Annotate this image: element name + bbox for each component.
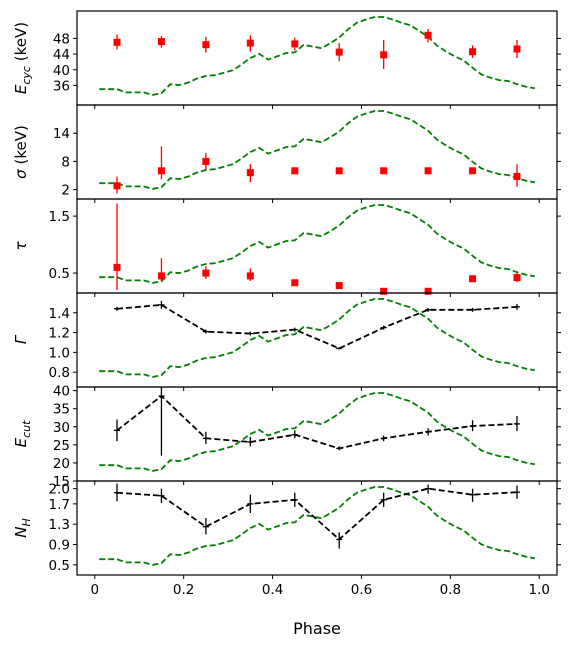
pulse-profile-line — [99, 204, 535, 284]
y-tick-label: 36 — [53, 78, 70, 94]
y-tick-label: 14 — [53, 126, 70, 142]
y-tick-label: 25 — [53, 438, 70, 454]
panel-5: 15 20 25 30 35 40 Ecut — [12, 384, 561, 490]
y-tick-label: 44 — [53, 47, 70, 63]
y-tick-label: 1.0 — [49, 345, 70, 361]
x-tick-label: 0 — [90, 582, 99, 598]
x-tick-label: 0.4 — [262, 582, 283, 598]
data-point — [157, 272, 165, 280]
panel-3: 0.5 1.5 τ — [12, 198, 561, 297]
y-tick-label: 40 — [53, 384, 70, 400]
panel-ylabel: σ (keV) — [12, 125, 30, 179]
panel-4: 0.8 1.0 1.2 1.4 Γ — [12, 292, 561, 391]
data-point — [380, 51, 388, 59]
y-tick-label: 30 — [53, 420, 70, 436]
x-tick-label: 0.8 — [440, 582, 461, 598]
y-tick-label: 40 — [53, 63, 70, 79]
y-tick-label: 2 — [61, 183, 70, 199]
data-point — [246, 39, 254, 47]
data-point — [113, 263, 121, 271]
y-tick-label: 20 — [53, 456, 70, 472]
data-point — [513, 274, 521, 282]
y-tick-label: 1.2 — [49, 326, 70, 342]
panel-frame — [76, 480, 558, 576]
y-tick-label: 0.5 — [49, 558, 70, 574]
data-point — [113, 38, 121, 46]
panel-ylabel: Ecut — [12, 420, 33, 448]
x-tick-label: 1.0 — [528, 582, 549, 598]
y-tick-label: 15 — [53, 474, 70, 490]
panel-frame — [76, 198, 558, 294]
y-tick-label: 8 — [61, 154, 70, 170]
parameter-line — [116, 303, 518, 350]
x-tick-label: 0.2 — [173, 582, 194, 598]
data-point — [246, 169, 254, 177]
x-tick-label: 0.6 — [351, 582, 372, 598]
pulse-profile-line — [99, 392, 535, 472]
panel-ylabel: τ — [12, 241, 30, 251]
data-point — [202, 41, 210, 49]
y-tick-label: 1.4 — [49, 306, 70, 322]
panel-frame — [76, 292, 558, 388]
data-point — [424, 31, 432, 39]
panel-ylabel: NH — [12, 518, 33, 538]
data-point — [469, 275, 477, 283]
panel-6: 0.5 0.9 1.3 1.72.0 NH — [12, 480, 561, 579]
data-point — [380, 287, 388, 295]
panel-frame — [76, 104, 558, 200]
data-point — [246, 272, 254, 280]
panel-frame — [76, 386, 558, 482]
pulse-profile-line — [99, 486, 535, 566]
panel-2: 2 8 14 σ (keV) — [12, 104, 561, 203]
y-tick-label: 35 — [53, 402, 70, 418]
data-point — [380, 167, 388, 175]
data-point — [335, 48, 343, 56]
data-point — [291, 167, 299, 175]
y-tick-label: 1.7 — [49, 497, 70, 513]
data-point — [157, 167, 165, 175]
y-tick-label: 0.5 — [49, 266, 70, 282]
data-point — [335, 167, 343, 175]
panel-ylabel: Γ — [12, 334, 30, 344]
panel-ylabel: Ecyc (keV) — [12, 22, 33, 94]
data-point — [113, 182, 121, 190]
x-axis-label: Phase — [293, 619, 341, 638]
parameter-line — [116, 487, 518, 541]
y-tick-label: 48 — [53, 31, 70, 47]
data-point — [202, 157, 210, 165]
pulse-profile-line — [99, 16, 535, 96]
data-point — [291, 40, 299, 48]
y-tick-label: 2.0 — [49, 482, 70, 498]
data-point — [513, 45, 521, 53]
y-tick-label: 0.9 — [49, 538, 70, 554]
data-point — [469, 48, 477, 56]
data-point — [202, 269, 210, 277]
data-point — [157, 38, 165, 46]
data-point — [335, 282, 343, 290]
y-tick-label: 1.3 — [49, 517, 70, 533]
parameter-line — [116, 394, 518, 450]
pulse-profile-line — [99, 298, 535, 378]
y-tick-label: 0.8 — [49, 365, 70, 381]
panel-frame — [76, 10, 558, 106]
data-point — [424, 167, 432, 175]
pulse-profile-line — [99, 110, 535, 190]
data-point — [291, 279, 299, 287]
data-point — [424, 287, 432, 295]
data-point — [469, 167, 477, 175]
y-tick-label: 1.5 — [49, 209, 70, 225]
data-point — [513, 172, 521, 180]
